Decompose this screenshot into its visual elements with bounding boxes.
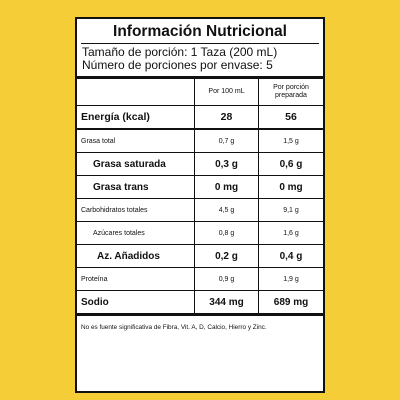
value-per-portion: 689 mg <box>258 290 323 316</box>
nutrient-name: Grasa total <box>77 129 195 153</box>
nutrient-name: Az. Añadidos <box>77 244 195 268</box>
table-row-proteina: Proteína 0,9 g 1,9 g <box>77 267 323 291</box>
nutrient-name: Proteína <box>77 267 195 291</box>
value-per-portion: 0 mg <box>258 175 323 199</box>
value-per-100: 344 mg <box>194 290 259 316</box>
value-per-100: 0 mg <box>194 175 259 199</box>
value-per-portion: 9,1 g <box>258 198 323 222</box>
nutrient-name: Sodio <box>77 290 195 316</box>
footnote: No es fuente significativa de Fibra, Vit… <box>81 324 267 331</box>
table-row-grasa-total: Grasa total 0,7 g 1,5 g <box>77 129 323 153</box>
nutrient-name: Carbohidratos totales <box>77 198 195 222</box>
value-per-100: 0,2 g <box>194 244 259 268</box>
nutrition-facts-panel: Información Nutricional Tamaño de porció… <box>75 17 325 393</box>
value-per-100: 28 <box>194 105 259 130</box>
value-per-100: 0,7 g <box>194 129 259 153</box>
value-per-100: 4,5 g <box>194 198 259 222</box>
header-nutrient <box>77 79 195 106</box>
header-per-portion: Por porción preparada <box>258 79 323 106</box>
nutrient-name: Azúcares totales <box>77 221 195 245</box>
label-title: Información Nutricional <box>81 19 319 44</box>
table-header-row: Por 100 mL Por porción preparada <box>77 79 323 106</box>
header-per-100: Por 100 mL <box>194 79 259 106</box>
nutrition-table: Por 100 mL Por porción preparada Energía… <box>77 79 323 316</box>
table-row-grasa-trans: Grasa trans 0 mg 0 mg <box>77 175 323 199</box>
nutrient-name: Grasa trans <box>77 175 195 199</box>
value-per-portion: 1,9 g <box>258 267 323 291</box>
serving-size: Tamaño de porción: 1 Taza (200 mL) <box>82 45 278 59</box>
value-per-100: 0,8 g <box>194 221 259 245</box>
value-per-100: 0,9 g <box>194 267 259 291</box>
serving-info: Tamaño de porción: 1 Taza (200 mL) Númer… <box>77 44 323 79</box>
value-per-portion: 56 <box>258 105 323 130</box>
table-row-azucares: Azúcares totales 0,8 g 1,6 g <box>77 221 323 245</box>
table-row-anadidos: Az. Añadidos 0,2 g 0,4 g <box>77 244 323 268</box>
value-per-portion: 0,4 g <box>258 244 323 268</box>
table-row-sodio: Sodio 344 mg 689 mg <box>77 290 323 316</box>
value-per-portion: 1,5 g <box>258 129 323 153</box>
value-per-portion: 1,6 g <box>258 221 323 245</box>
servings-per-container: Número de porciones por envase: 5 <box>82 58 273 72</box>
value-per-portion: 0,6 g <box>258 152 323 176</box>
table-row-carbohidratos: Carbohidratos totales 4,5 g 9,1 g <box>77 198 323 222</box>
nutrient-name: Energía (kcal) <box>77 105 195 130</box>
table-row-energia: Energía (kcal) 28 56 <box>77 105 323 130</box>
nutrient-name: Grasa saturada <box>77 152 195 176</box>
table-row-grasa-saturada: Grasa saturada 0,3 g 0,6 g <box>77 152 323 176</box>
value-per-100: 0,3 g <box>194 152 259 176</box>
